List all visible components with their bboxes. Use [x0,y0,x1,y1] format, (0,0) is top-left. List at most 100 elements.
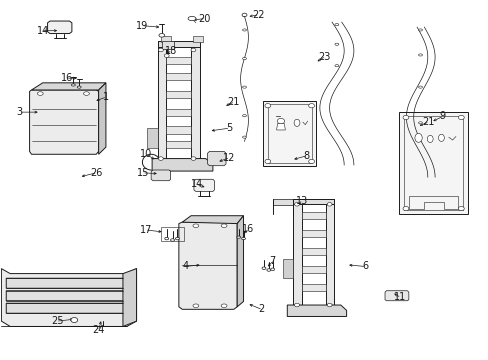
Polygon shape [158,41,200,47]
Ellipse shape [402,206,408,211]
Polygon shape [179,222,237,309]
Ellipse shape [277,118,284,124]
Ellipse shape [334,64,338,67]
Text: 14: 14 [190,179,203,189]
Ellipse shape [270,268,274,271]
Ellipse shape [37,92,43,95]
Ellipse shape [414,134,421,142]
Polygon shape [158,41,165,158]
Text: 23: 23 [318,52,330,62]
Text: 3: 3 [17,107,23,117]
Polygon shape [30,90,99,154]
Polygon shape [182,216,243,224]
Polygon shape [147,128,158,148]
Ellipse shape [418,86,422,88]
Polygon shape [99,83,106,154]
Ellipse shape [294,303,299,307]
Text: 4: 4 [182,261,188,271]
Ellipse shape [242,86,246,88]
Ellipse shape [158,48,163,52]
Polygon shape [301,284,325,291]
Text: 6: 6 [361,261,367,271]
Polygon shape [161,36,170,42]
Polygon shape [325,199,334,305]
Ellipse shape [242,114,246,117]
Text: 22: 22 [251,10,264,20]
Ellipse shape [191,48,196,52]
Ellipse shape [159,33,164,37]
Ellipse shape [418,29,422,31]
Text: 21: 21 [227,97,240,107]
Ellipse shape [293,119,299,126]
Polygon shape [6,275,132,288]
Text: 11: 11 [393,292,406,302]
Ellipse shape [236,236,240,238]
Polygon shape [287,305,346,316]
Ellipse shape [71,318,78,323]
Ellipse shape [438,134,444,141]
Text: 18: 18 [164,46,176,56]
Text: 17: 17 [140,225,152,235]
Text: 26: 26 [90,168,102,178]
Ellipse shape [193,224,199,228]
Text: 12: 12 [223,153,235,163]
Polygon shape [6,287,132,301]
Ellipse shape [175,237,179,240]
Polygon shape [301,212,325,219]
Polygon shape [292,199,301,305]
Polygon shape [165,57,191,64]
Text: 5: 5 [225,123,232,133]
Polygon shape [301,248,325,255]
Polygon shape [403,116,462,210]
Polygon shape [162,41,174,49]
Polygon shape [152,158,212,171]
Polygon shape [283,258,292,278]
Polygon shape [276,123,285,130]
Polygon shape [272,199,292,205]
Text: 16: 16 [242,224,254,234]
Text: 24: 24 [92,325,104,335]
Text: 19: 19 [136,21,148,31]
Polygon shape [191,41,200,158]
Polygon shape [165,141,191,148]
Ellipse shape [402,115,408,120]
Text: 20: 20 [198,14,210,23]
Ellipse shape [334,43,338,45]
Ellipse shape [191,157,196,160]
Text: 13: 13 [295,196,307,206]
Ellipse shape [164,54,169,58]
Text: 8: 8 [303,151,309,161]
Ellipse shape [308,104,314,108]
Text: 14: 14 [37,26,49,36]
Polygon shape [6,300,132,313]
Ellipse shape [242,136,246,138]
Polygon shape [398,112,467,214]
Text: 25: 25 [51,316,63,326]
Polygon shape [263,101,316,166]
Ellipse shape [427,135,432,143]
Ellipse shape [262,267,265,270]
Ellipse shape [242,29,246,31]
Polygon shape [165,91,191,98]
Text: 21: 21 [421,117,434,127]
Text: 9: 9 [439,111,445,121]
Polygon shape [151,170,170,181]
Ellipse shape [264,104,270,108]
Ellipse shape [170,239,174,241]
Ellipse shape [188,17,196,21]
Polygon shape [292,199,334,204]
Polygon shape [122,269,136,327]
Text: 2: 2 [258,304,264,314]
Ellipse shape [83,92,89,95]
Polygon shape [193,36,203,42]
Polygon shape [384,291,408,301]
Ellipse shape [264,159,270,163]
Polygon shape [237,216,243,307]
Polygon shape [408,196,458,208]
Ellipse shape [458,115,463,120]
Text: 7: 7 [269,256,275,266]
Polygon shape [207,152,225,166]
Polygon shape [165,73,191,80]
Polygon shape [31,83,106,90]
Ellipse shape [221,224,226,228]
